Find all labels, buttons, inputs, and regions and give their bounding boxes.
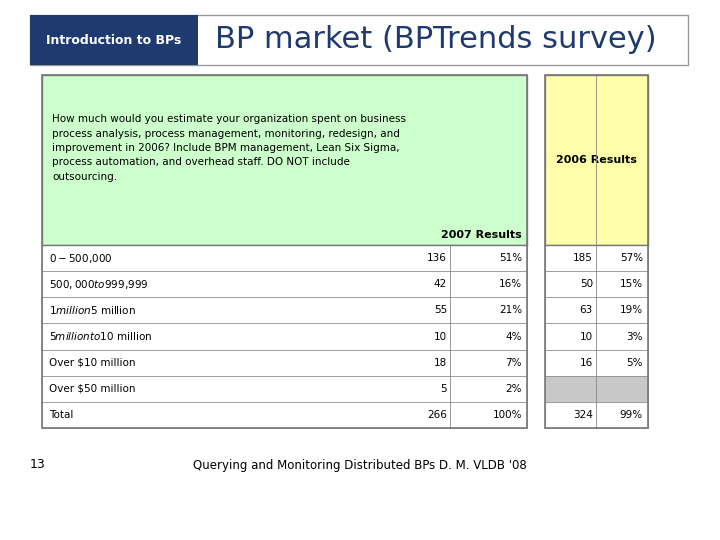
Text: 63: 63 [580, 305, 593, 315]
Text: 3%: 3% [626, 332, 643, 341]
FancyBboxPatch shape [545, 75, 648, 245]
Text: 324: 324 [573, 410, 593, 420]
Text: 10: 10 [434, 332, 447, 341]
FancyBboxPatch shape [30, 15, 198, 65]
Text: 7%: 7% [505, 357, 522, 368]
FancyBboxPatch shape [545, 376, 648, 402]
FancyBboxPatch shape [42, 376, 527, 402]
Text: How much would you estimate your organization spent on business
process analysis: How much would you estimate your organiz… [52, 114, 406, 182]
FancyBboxPatch shape [42, 245, 527, 271]
Text: 5: 5 [441, 384, 447, 394]
Text: 16%: 16% [499, 279, 522, 289]
Text: 2006 Results: 2006 Results [556, 155, 637, 165]
Text: $5 million to $10 million: $5 million to $10 million [49, 330, 152, 342]
Text: 2%: 2% [505, 384, 522, 394]
Text: BP market (BPTrends survey): BP market (BPTrends survey) [215, 25, 657, 55]
FancyBboxPatch shape [545, 271, 648, 298]
Text: $1 million $5 million: $1 million $5 million [49, 305, 136, 316]
FancyBboxPatch shape [42, 271, 527, 298]
Text: 100%: 100% [492, 410, 522, 420]
Text: 51%: 51% [499, 253, 522, 263]
Text: 55: 55 [433, 305, 447, 315]
Text: Total: Total [49, 410, 73, 420]
FancyBboxPatch shape [42, 349, 527, 376]
FancyBboxPatch shape [42, 75, 527, 245]
Text: 99%: 99% [620, 410, 643, 420]
FancyBboxPatch shape [42, 298, 527, 323]
FancyBboxPatch shape [545, 298, 648, 323]
Text: 42: 42 [433, 279, 447, 289]
FancyBboxPatch shape [42, 323, 527, 349]
Text: $0-$500,000: $0-$500,000 [49, 252, 112, 265]
Text: 50: 50 [580, 279, 593, 289]
Text: 19%: 19% [620, 305, 643, 315]
Text: Querying and Monitoring Distributed BPs D. M. VLDB '08: Querying and Monitoring Distributed BPs … [193, 458, 527, 471]
FancyBboxPatch shape [545, 349, 648, 376]
Text: 4%: 4% [505, 332, 522, 341]
FancyBboxPatch shape [30, 15, 688, 65]
Text: 21%: 21% [499, 305, 522, 315]
FancyBboxPatch shape [545, 402, 648, 428]
Text: 18: 18 [433, 357, 447, 368]
Text: Over $50 million: Over $50 million [49, 384, 135, 394]
Text: 10: 10 [580, 332, 593, 341]
Text: 13: 13 [30, 458, 46, 471]
Text: 5%: 5% [626, 357, 643, 368]
Text: 185: 185 [573, 253, 593, 263]
Text: Introduction to BPs: Introduction to BPs [46, 33, 181, 46]
Text: 136: 136 [427, 253, 447, 263]
Text: 57%: 57% [620, 253, 643, 263]
FancyBboxPatch shape [42, 402, 527, 428]
Text: 15%: 15% [620, 279, 643, 289]
Text: 16: 16 [580, 357, 593, 368]
Text: 2007 Results: 2007 Results [441, 230, 522, 240]
FancyBboxPatch shape [545, 323, 648, 349]
Text: $500,000 to $999,999: $500,000 to $999,999 [49, 278, 148, 291]
FancyBboxPatch shape [545, 245, 648, 271]
Text: Over $10 million: Over $10 million [49, 357, 135, 368]
Text: 266: 266 [427, 410, 447, 420]
